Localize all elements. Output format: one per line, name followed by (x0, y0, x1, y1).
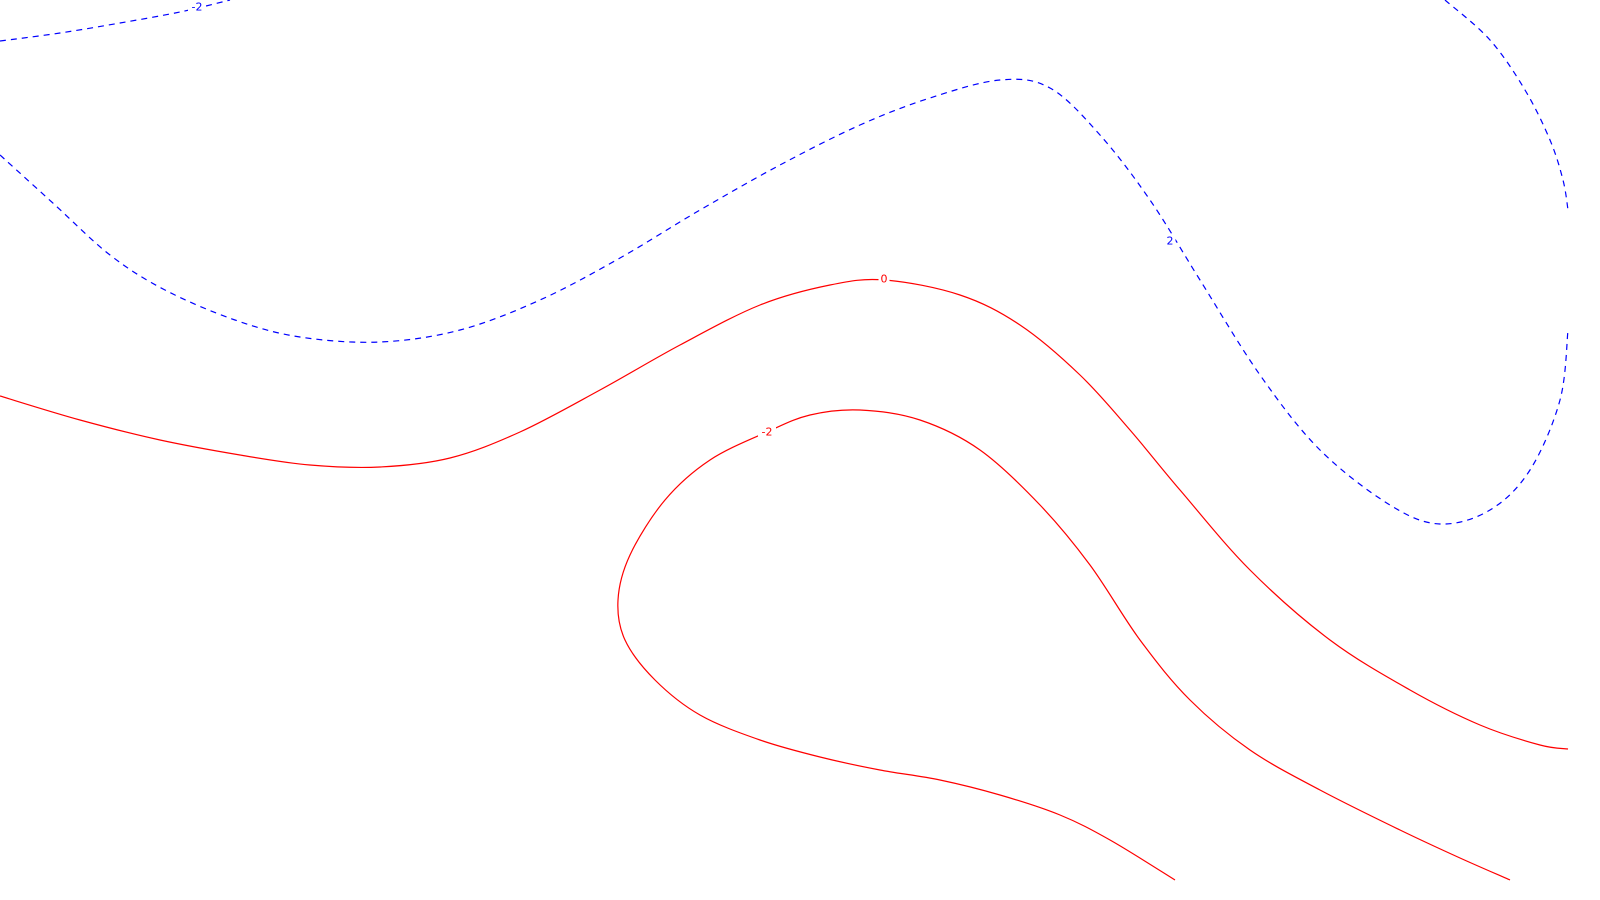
contour-label-4: -2 (762, 426, 773, 439)
contour-labels-group: -2 2 0 -2 (188, 0, 1176, 439)
contour-label-bg-0 (188, 0, 206, 14)
contour-label-bg-4 (758, 425, 776, 439)
contour-label-3: 0 (881, 273, 888, 286)
contour-red-minus-two (617, 409, 1511, 881)
contour-label-bg-1 (1164, 234, 1176, 248)
contour-blue-dashed-upper-right (1444, 0, 1569, 211)
contour-blue-dashed-main (0, 78, 1569, 525)
contour-label-1: 2 (1167, 235, 1174, 248)
contour-label-0: -2 (192, 1, 203, 14)
contour-red-zero (0, 278, 1569, 750)
contour-lines-group (0, 0, 1569, 881)
contour-label-bg-3 (878, 272, 890, 286)
